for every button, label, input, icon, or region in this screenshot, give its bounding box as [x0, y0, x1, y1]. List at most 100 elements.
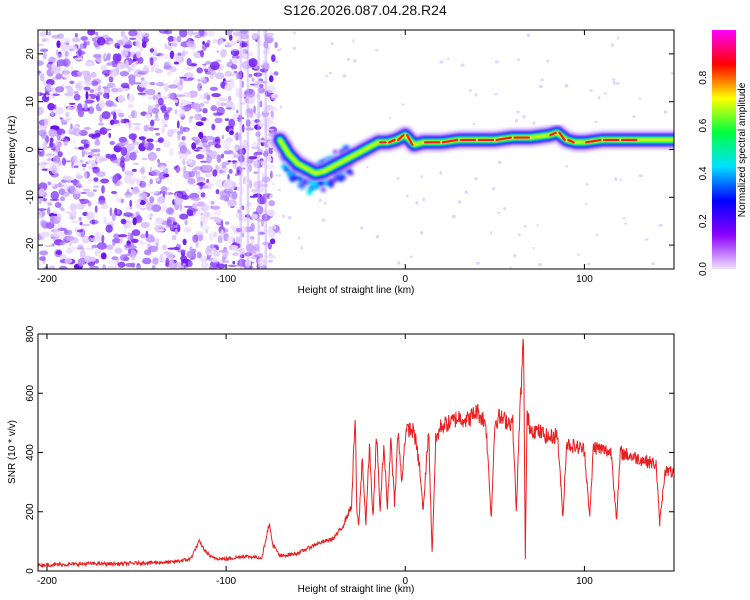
- noise-blob: [218, 169, 224, 174]
- noise-blob: [151, 204, 162, 213]
- noise-blob: [128, 30, 138, 37]
- noise-blob: [83, 41, 87, 49]
- snr-xtick-label: -200: [37, 576, 57, 587]
- noise-blob: [58, 265, 68, 269]
- noise-blob: [136, 263, 140, 267]
- noise-blob: [120, 118, 125, 124]
- noise-blob: [131, 141, 141, 146]
- noise-blob: [179, 145, 187, 154]
- noise-blob: [108, 40, 115, 44]
- noise-blob: [164, 123, 168, 128]
- noise-blob: [179, 125, 184, 135]
- snr-ytick-label: 800: [25, 325, 36, 342]
- noise-blob: [148, 245, 159, 253]
- noise-blob: [151, 107, 160, 114]
- noise-blob: [149, 178, 153, 184]
- noise-blob: [61, 43, 68, 52]
- noise-blob: [123, 212, 133, 217]
- noise-blob: [253, 105, 256, 114]
- noise-blob: [200, 192, 206, 198]
- noise-blob: [104, 40, 108, 44]
- noise-blob: [564, 83, 569, 88]
- noise-blob: [396, 176, 400, 180]
- noise-blob: [248, 164, 253, 172]
- noise-blob: [101, 111, 111, 120]
- noise-blob: [513, 254, 517, 258]
- noise-blob: [213, 231, 218, 238]
- noise-blob: [242, 139, 248, 149]
- noise-blob: [140, 77, 145, 81]
- noise-blob: [64, 258, 73, 264]
- noise-blob: [142, 32, 149, 37]
- noise-blob: [96, 171, 106, 178]
- noise-blob: [153, 128, 160, 131]
- noise-blob: [221, 164, 226, 169]
- noise-blob: [116, 142, 125, 148]
- spectrogram-ylabel: Frequency (Hz): [7, 116, 18, 185]
- noise-blob: [225, 221, 230, 225]
- noise-blob: [224, 83, 233, 92]
- noise-blob: [38, 162, 41, 166]
- noise-blob: [51, 243, 55, 247]
- noise-blob: [38, 188, 46, 197]
- noise-blob: [162, 96, 168, 100]
- noise-blob: [70, 123, 73, 130]
- noise-blob: [162, 191, 166, 199]
- noise-blob: [64, 51, 69, 57]
- noise-blob: [73, 94, 81, 101]
- noise-blob: [91, 236, 102, 243]
- noise-blob: [215, 263, 226, 269]
- noise-blob: [219, 102, 227, 107]
- noise-blob: [205, 145, 211, 153]
- noise-blob: [141, 176, 147, 179]
- noise-blob: [117, 94, 125, 104]
- noise-blob: [266, 32, 274, 37]
- noise-blob: [98, 157, 107, 162]
- noise-blob: [203, 164, 212, 172]
- noise-blob: [109, 259, 117, 266]
- noise-blob: [241, 232, 245, 238]
- noise-blob: [176, 35, 182, 43]
- noise-blob: [106, 54, 111, 61]
- noise-blob: [74, 32, 78, 38]
- noise-blob: [346, 57, 350, 61]
- noise-blob: [74, 226, 77, 232]
- noise-blob: [230, 40, 237, 47]
- noise-blob: [52, 226, 61, 230]
- noise-blob: [93, 177, 99, 182]
- noise-blob: [155, 147, 161, 152]
- noise-blob: [224, 118, 230, 121]
- noise-blob: [225, 107, 233, 110]
- noise-blob: [132, 123, 142, 126]
- noise-blob: [546, 59, 550, 63]
- noise-blob: [638, 174, 643, 178]
- noise-streak: [257, 30, 260, 269]
- noise-blob: [516, 110, 520, 114]
- noise-blob: [134, 36, 144, 41]
- noise-blob: [352, 58, 357, 63]
- noise-streak: [246, 30, 250, 269]
- noise-blob: [207, 252, 215, 256]
- noise-blob: [324, 74, 328, 77]
- noise-blob: [228, 34, 233, 41]
- noise-blob: [193, 210, 203, 217]
- noise-blob: [191, 197, 201, 201]
- noise-blob: [130, 187, 134, 190]
- noise-blob: [38, 125, 45, 129]
- noise-blob: [101, 234, 105, 244]
- noise-blob: [205, 135, 215, 141]
- noise-blob: [251, 188, 258, 193]
- noise-blob: [169, 261, 178, 269]
- noise-blob: [103, 92, 109, 99]
- noise-blob: [139, 168, 145, 174]
- noise-blob: [51, 148, 56, 151]
- noise-blob: [188, 171, 195, 178]
- noise-blob: [278, 174, 282, 178]
- noise-blob: [207, 182, 211, 186]
- noise-blob: [111, 256, 119, 261]
- noise-blob: [651, 262, 655, 266]
- noise-blob: [213, 209, 222, 216]
- noise-blob: [195, 231, 204, 236]
- noise-blob: [112, 53, 119, 62]
- spectrogram-ytick-label: -20: [25, 237, 36, 252]
